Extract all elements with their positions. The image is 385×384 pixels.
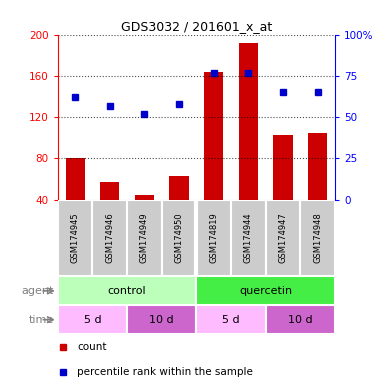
Bar: [196, 305, 266, 334]
Bar: [162, 200, 196, 276]
Text: GSM174950: GSM174950: [174, 213, 184, 263]
Title: GDS3032 / 201601_x_at: GDS3032 / 201601_x_at: [121, 20, 272, 33]
Bar: [266, 200, 300, 276]
Text: count: count: [77, 341, 107, 352]
Bar: [127, 305, 196, 334]
Text: quercetin: quercetin: [239, 286, 292, 296]
Bar: [231, 200, 266, 276]
Text: GSM174945: GSM174945: [70, 213, 80, 263]
Bar: [169, 176, 189, 200]
Text: GSM174948: GSM174948: [313, 213, 322, 263]
Text: 5 d: 5 d: [222, 314, 240, 325]
Bar: [239, 43, 258, 200]
Bar: [58, 200, 92, 276]
Text: time: time: [28, 314, 54, 325]
Bar: [204, 72, 223, 200]
Bar: [135, 195, 154, 200]
Text: GSM174946: GSM174946: [105, 213, 114, 263]
Bar: [273, 135, 293, 200]
Bar: [196, 276, 335, 305]
Bar: [58, 276, 196, 305]
Text: agent: agent: [22, 286, 54, 296]
Text: percentile rank within the sample: percentile rank within the sample: [77, 366, 253, 377]
Bar: [100, 182, 119, 200]
Bar: [92, 200, 127, 276]
Text: GSM174949: GSM174949: [140, 213, 149, 263]
Text: 10 d: 10 d: [288, 314, 313, 325]
Text: GSM174944: GSM174944: [244, 213, 253, 263]
Bar: [308, 132, 327, 200]
Text: GSM174819: GSM174819: [209, 213, 218, 263]
Bar: [300, 200, 335, 276]
Bar: [266, 305, 335, 334]
Text: 5 d: 5 d: [84, 314, 101, 325]
Text: control: control: [108, 286, 146, 296]
Text: 10 d: 10 d: [149, 314, 174, 325]
Bar: [127, 200, 162, 276]
Text: GSM174947: GSM174947: [278, 213, 288, 263]
Bar: [196, 200, 231, 276]
Bar: [65, 158, 85, 200]
Bar: [58, 305, 127, 334]
